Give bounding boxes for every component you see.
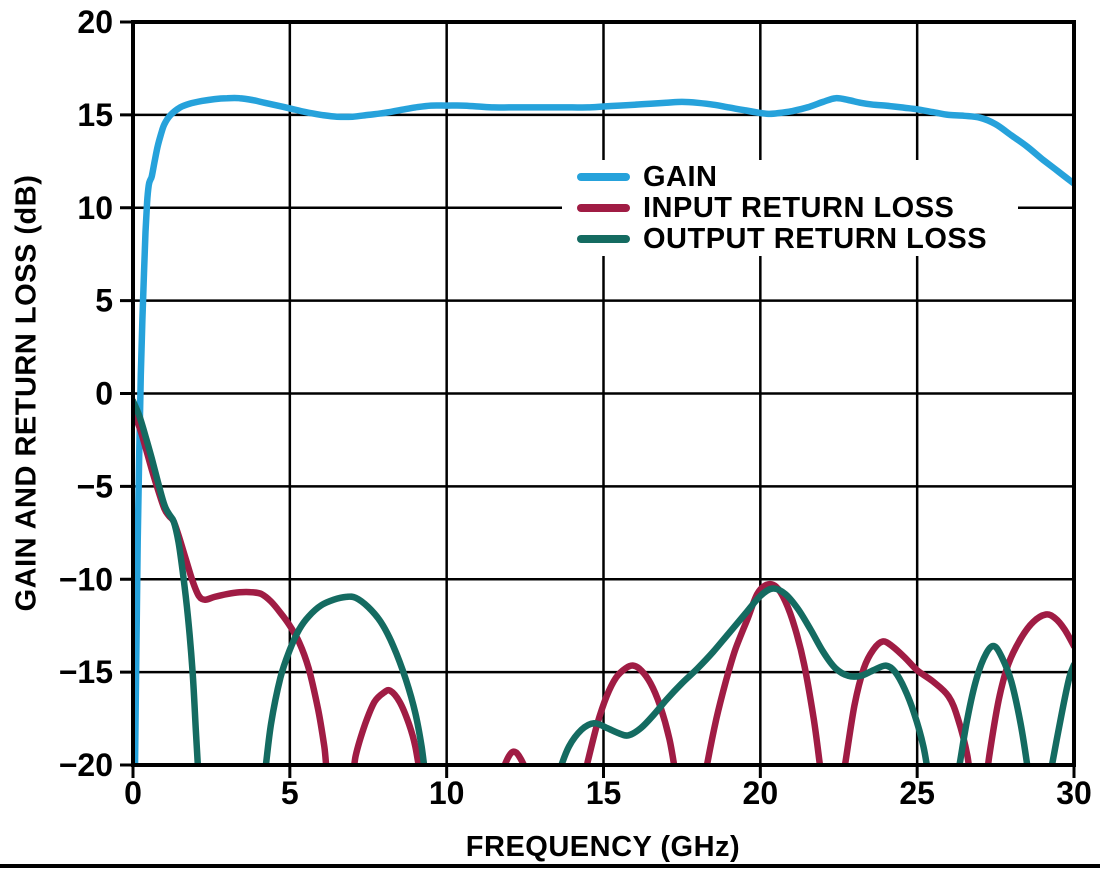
- y-tick-label: 5: [95, 283, 113, 319]
- y-tick-label: −15: [59, 654, 113, 690]
- y-axis-title: GAIN AND RETURN LOSS (dB): [10, 174, 43, 612]
- y-tick-labels: 20 15 10 5 0 −5 −10 −15 −20: [59, 4, 113, 783]
- series-path-input-return-loss: [133, 408, 1074, 765]
- legend-item-output-return-loss: OUTPUT RETURN LOSS: [577, 224, 1018, 255]
- legend-label-gain: GAIN: [643, 160, 718, 193]
- legend: GAIN INPUT RETURN LOSS OUTPUT RETURN LOS…: [562, 160, 1018, 256]
- axis-ticks: [120, 20, 1076, 778]
- legend-label-input-return-loss: INPUT RETURN LOSS: [643, 191, 955, 224]
- legend-swatch-gain: [577, 173, 630, 181]
- y-tick-label: −20: [59, 747, 113, 783]
- gridlines: [133, 22, 1074, 765]
- legend-item-gain: GAIN: [577, 162, 1018, 193]
- legend-item-input-return-loss: INPUT RETURN LOSS: [577, 193, 1018, 224]
- legend-swatch-input-return-loss: [577, 204, 630, 212]
- legend-label-output-return-loss: OUTPUT RETURN LOSS: [643, 222, 988, 255]
- legend-swatch-output-return-loss: [577, 235, 630, 243]
- y-tick-label: 10: [77, 190, 113, 226]
- footer-rule: [0, 864, 1100, 868]
- y-tick-label: −5: [77, 468, 113, 504]
- y-tick-label: 20: [77, 4, 113, 40]
- x-tick-label: 20: [743, 775, 779, 811]
- series-curves: [133, 94, 1074, 765]
- x-tick-label: 25: [899, 775, 935, 811]
- x-axis-title: FREQUENCY (GHz): [465, 831, 741, 863]
- y-tick-label: 0: [95, 376, 113, 412]
- x-tick-label: 0: [124, 775, 142, 811]
- x-tick-label: 5: [281, 775, 299, 811]
- y-tick-label: 15: [77, 97, 113, 133]
- series-path-output-return-loss: [133, 397, 1074, 765]
- x-tick-label: 15: [586, 775, 622, 811]
- x-tick-labels: 0 5 10 15 20 25 30: [124, 775, 1092, 811]
- plot-border: [131, 20, 1076, 767]
- series-path-gain: [133, 94, 1074, 765]
- x-tick-label: 30: [1056, 775, 1092, 811]
- y-tick-label: −10: [59, 561, 113, 597]
- x-tick-label: 10: [429, 775, 465, 811]
